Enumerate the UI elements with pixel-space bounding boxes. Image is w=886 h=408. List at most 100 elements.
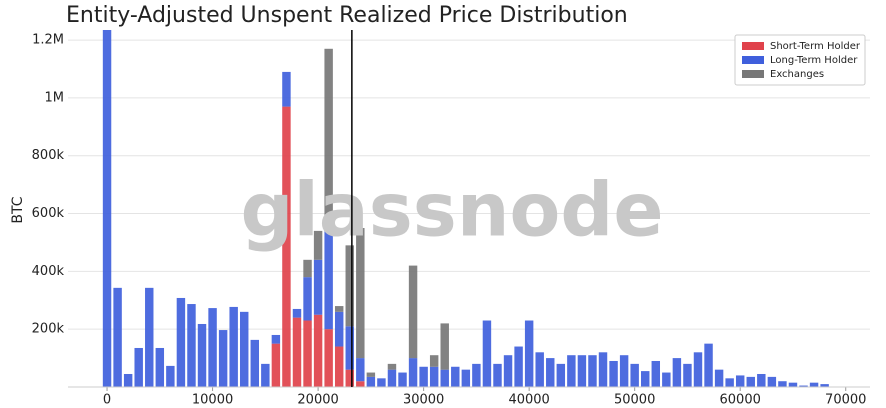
- bar: [619, 355, 629, 387]
- y-tick-label: 1M: [45, 90, 65, 105]
- bar: [693, 352, 703, 387]
- bar: [546, 358, 555, 387]
- bar: [292, 317, 302, 387]
- bar: [809, 382, 819, 387]
- bar: [261, 363, 270, 387]
- bar: [598, 352, 608, 387]
- bar: [757, 373, 766, 387]
- bar: [556, 363, 566, 387]
- legend-swatch: [742, 56, 764, 64]
- bar: [704, 343, 713, 387]
- x-tick-label: 60000: [720, 393, 761, 408]
- bar: [451, 366, 460, 387]
- bar: [366, 372, 376, 377]
- x-tick-label: 10000: [192, 393, 233, 408]
- bar: [799, 385, 808, 387]
- bar: [334, 346, 344, 387]
- y-tick-label: 400k: [32, 264, 65, 279]
- bar: [208, 308, 217, 387]
- x-tick-label: 50000: [614, 393, 655, 408]
- bar: [482, 320, 492, 387]
- bar: [514, 346, 523, 387]
- bar: [419, 366, 428, 387]
- bar: [102, 30, 112, 387]
- bar: [345, 369, 354, 387]
- bar: [387, 369, 397, 387]
- bar: [134, 347, 143, 387]
- bar: [429, 355, 439, 367]
- bar: [313, 314, 323, 387]
- legend-box: [734, 34, 866, 86]
- bar: [292, 308, 302, 318]
- bar: [197, 323, 207, 387]
- y-tick-label: 800k: [32, 148, 65, 163]
- bar: [683, 363, 692, 387]
- bar: [778, 381, 787, 387]
- x-tick-label: 20000: [297, 393, 338, 408]
- bar: [303, 277, 312, 321]
- bar: [176, 297, 186, 387]
- bar: [767, 376, 777, 387]
- bar: [356, 358, 365, 382]
- bar: [662, 372, 671, 387]
- bar: [282, 71, 291, 107]
- bar: [408, 265, 418, 359]
- bar: [356, 228, 365, 359]
- bar: [524, 320, 534, 387]
- bar: [493, 363, 502, 387]
- bar: [313, 259, 323, 315]
- x-tick-label: 40000: [508, 393, 549, 408]
- bar: [123, 373, 133, 387]
- bar: [408, 358, 418, 387]
- bar: [820, 384, 829, 387]
- legend-swatch: [742, 42, 764, 50]
- bar: [113, 287, 122, 387]
- bar: [609, 360, 618, 387]
- y-tick-label: 200k: [32, 322, 65, 337]
- bar: [271, 334, 281, 344]
- bar: [714, 369, 724, 387]
- bar: [345, 245, 354, 327]
- bar: [303, 259, 312, 278]
- x-tick-label: 0: [103, 393, 111, 408]
- watermark: glassnode: [240, 168, 663, 254]
- bar: [429, 366, 439, 387]
- bar: [651, 360, 661, 387]
- bar: [377, 378, 386, 387]
- bar: [334, 306, 344, 312]
- bar: [725, 378, 734, 387]
- bar: [303, 320, 312, 387]
- bar: [503, 355, 513, 387]
- x-tick-label: 70000: [825, 393, 866, 408]
- legend-label: Short-Term Holder: [770, 41, 861, 52]
- bar: [672, 358, 682, 387]
- bar: [746, 376, 755, 387]
- bar: [356, 381, 365, 387]
- x-tick-label: 30000: [403, 393, 444, 408]
- chart-title: Entity-Adjusted Unspent Realized Price D…: [66, 3, 628, 28]
- y-axis-label: BTC: [10, 196, 26, 223]
- bar: [334, 311, 344, 347]
- bar: [440, 323, 449, 370]
- bar: [535, 352, 544, 387]
- legend-swatch: [742, 70, 764, 78]
- bar: [440, 369, 449, 387]
- bar: [366, 376, 376, 387]
- bar: [735, 375, 745, 387]
- bar: [187, 304, 196, 387]
- legend: Short-Term Holder Long-Term Holder Exchang…: [734, 34, 866, 86]
- bar: [229, 306, 238, 387]
- bars: [102, 30, 829, 387]
- bar: [461, 369, 471, 387]
- legend-label: Long-Term Holder: [770, 55, 858, 66]
- bar: [324, 48, 333, 229]
- bar: [387, 363, 397, 370]
- bar: [271, 343, 281, 387]
- bar: [282, 106, 291, 387]
- bar: [641, 371, 650, 387]
- bar: [324, 228, 333, 330]
- bar: [218, 330, 228, 387]
- bar: [345, 326, 354, 370]
- bar: [630, 363, 639, 387]
